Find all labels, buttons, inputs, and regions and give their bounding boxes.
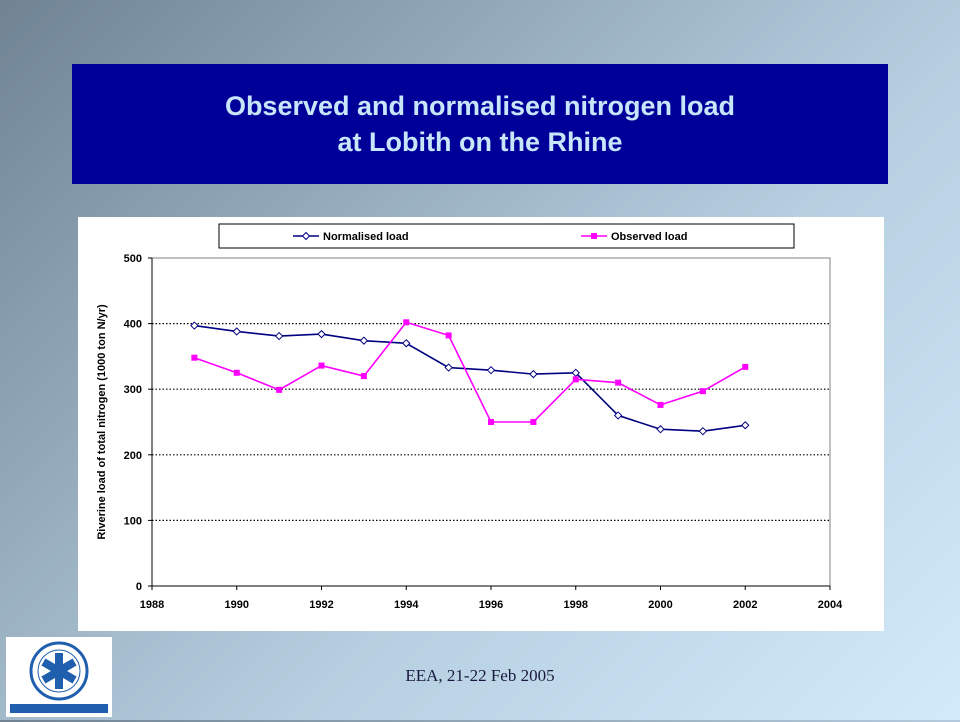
observed-point <box>488 419 494 425</box>
observed-point <box>615 379 622 386</box>
observed-point <box>191 354 198 361</box>
normalised-point <box>613 411 623 420</box>
title-banner: Observed and normalised nitrogen load at… <box>72 64 888 184</box>
observed-point <box>403 319 410 326</box>
y-tick-label: 400 <box>124 319 142 331</box>
x-tick-label: 1990 <box>225 599 249 611</box>
normalised-point <box>656 425 665 434</box>
x-tick-label: 1994 <box>394 599 419 611</box>
x-tick-label: 2000 <box>648 599 672 611</box>
series-line-1 <box>194 324 746 432</box>
legend-label-2: Observed load <box>611 231 687 243</box>
observed-point <box>742 363 749 370</box>
series-line-2 <box>194 321 746 423</box>
university-logo <box>6 637 112 717</box>
y-tick-label: 100 <box>124 515 142 527</box>
normalised-point <box>317 329 326 339</box>
normalised-point <box>359 336 369 345</box>
observed-point <box>572 376 579 383</box>
slide-title-line-2: at Lobith on the Rhine <box>337 127 623 157</box>
x-tick-label: 1998 <box>564 599 588 611</box>
y-tick-label: 500 <box>124 253 142 265</box>
observed-point <box>318 362 325 369</box>
normalised-point <box>232 327 241 336</box>
y-tick-label: 0 <box>136 581 142 593</box>
university-seal-icon <box>10 641 108 713</box>
legend-label-1: Normalised load <box>323 231 409 243</box>
normalised-point <box>741 421 750 430</box>
line-chart: 0 100 200 300 400 500 1988 1990 1992 1994 1996 1998… <box>96 223 843 611</box>
y-axis-label: Riverine load of total nitrogen (1000 to… <box>96 304 108 540</box>
slide-title-line-1: Observed and normalised nitrogen load <box>224 91 736 121</box>
x-tick-label: 1992 <box>309 599 333 611</box>
x-tick-label: 2004 <box>818 599 843 611</box>
legend-marker-normalised <box>301 231 311 241</box>
normalised-point <box>529 369 538 379</box>
observed-point <box>657 401 664 408</box>
normalised-point <box>402 339 411 348</box>
x-tick-label: 2002 <box>733 599 757 611</box>
normalised-point <box>190 321 199 330</box>
x-tick-label: 1988 <box>140 599 164 611</box>
observed-point <box>530 419 537 425</box>
normalised-point <box>486 365 496 375</box>
normalised-point <box>444 363 453 372</box>
normalised-point <box>571 368 580 378</box>
observed-point <box>699 388 706 395</box>
x-tick-label: 1996 <box>479 599 503 611</box>
footer-text: EEA, 21-22 Feb 2005 <box>405 666 555 685</box>
y-tick-label: 200 <box>124 450 142 462</box>
observed-point <box>276 386 283 393</box>
legend-marker-observed <box>591 233 597 239</box>
observed-point <box>445 332 452 339</box>
observed-point <box>360 373 367 380</box>
y-tick-label: 300 <box>124 384 142 396</box>
normalised-point <box>274 331 284 341</box>
observed-point <box>233 369 240 376</box>
normalised-point <box>698 426 708 436</box>
chart-panel: 0 100 200 300 400 500 1988 1990 1992 1994 1996 1998… <box>78 217 884 631</box>
